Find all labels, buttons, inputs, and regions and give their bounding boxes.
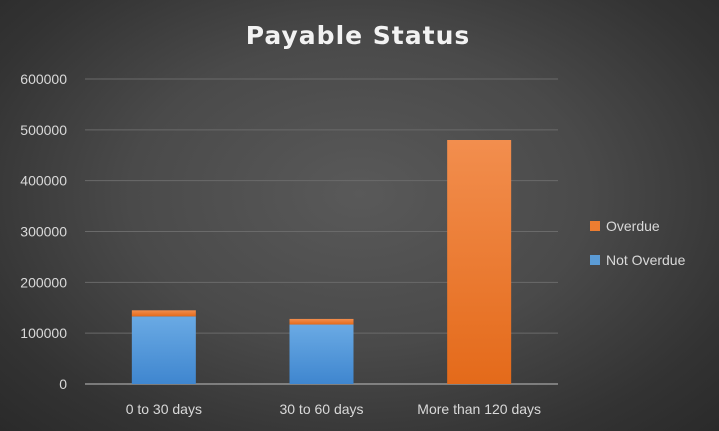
- y-tick-label: 200000: [20, 274, 67, 290]
- bar-overdue: [447, 140, 512, 384]
- legend: Overdue Not Overdue: [590, 218, 686, 268]
- y-tick-label: 0: [59, 376, 67, 392]
- bars: [131, 140, 512, 384]
- legend-label: Not Overdue: [606, 252, 686, 268]
- bar-not-overdue: [131, 316, 196, 384]
- bar-not-overdue: [289, 324, 354, 384]
- x-category-label: 0 to 30 days: [126, 401, 202, 417]
- y-tick-label: 600000: [20, 71, 67, 87]
- x-category-label: 30 to 60 days: [279, 401, 363, 417]
- x-category-label: More than 120 days: [417, 401, 541, 417]
- y-tick-label: 500000: [20, 122, 67, 138]
- x-axis-categories: 0 to 30 days 30 to 60 days More than 120 d…: [126, 401, 541, 417]
- chart-title: Payable Status: [246, 21, 471, 50]
- legend-swatch-not-overdue: [590, 255, 600, 265]
- y-tick-label: 400000: [20, 173, 67, 189]
- legend-label: Overdue: [606, 218, 660, 234]
- y-axis-ticks: 0 100000 200000 300000 400000 500000 600000: [20, 71, 67, 392]
- bar-overdue: [289, 318, 354, 325]
- y-tick-label: 300000: [20, 224, 67, 240]
- bar-overdue: [131, 310, 196, 317]
- y-tick-label: 100000: [20, 325, 67, 341]
- legend-swatch-overdue: [590, 221, 600, 231]
